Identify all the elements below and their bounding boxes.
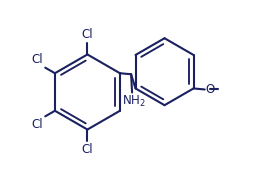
- Text: NH$_2$: NH$_2$: [122, 94, 145, 109]
- Text: Cl: Cl: [82, 28, 93, 41]
- Text: Cl: Cl: [82, 143, 93, 156]
- Text: Cl: Cl: [31, 53, 43, 66]
- Text: O: O: [206, 83, 215, 96]
- Text: Cl: Cl: [31, 118, 43, 131]
